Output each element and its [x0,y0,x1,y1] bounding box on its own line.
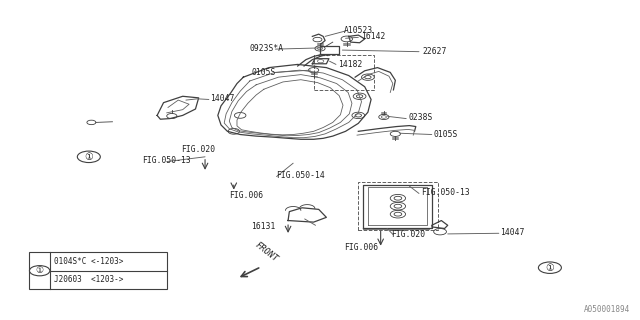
Text: A050001894: A050001894 [584,305,630,314]
Text: FIG.006: FIG.006 [229,190,264,200]
Bar [314,55,374,90]
Text: FIG.020: FIG.020 [392,230,426,239]
Text: FRONT: FRONT [253,240,279,264]
Text: 16142: 16142 [361,32,385,41]
Text: ①: ① [545,263,554,273]
Text: 14047: 14047 [210,94,234,103]
Text: 16131: 16131 [251,222,275,231]
Text: FIG.050-13: FIG.050-13 [421,188,470,197]
Text: 0105S: 0105S [251,68,275,77]
Text: FIG.006: FIG.006 [344,243,378,252]
Text: 0104S*C <-1203>: 0104S*C <-1203> [54,257,123,266]
Bar [29,252,167,289]
Text: FIG.050-14: FIG.050-14 [276,172,325,180]
Text: 14182: 14182 [338,60,362,69]
Text: A10523: A10523 [344,26,374,35]
Text: 22627: 22627 [422,46,447,56]
Text: 14047: 14047 [500,228,524,237]
Bar [358,182,438,230]
Text: 0238S: 0238S [408,114,433,123]
Text: ①: ① [36,266,44,275]
Text: FIG.020: FIG.020 [180,145,215,154]
Text: 0105S: 0105S [434,130,458,139]
Text: ①: ① [84,152,93,162]
Text: 0923S*A: 0923S*A [250,44,284,53]
Text: J20603  <1203->: J20603 <1203-> [54,275,123,284]
Text: FIG.050-13: FIG.050-13 [143,156,191,165]
